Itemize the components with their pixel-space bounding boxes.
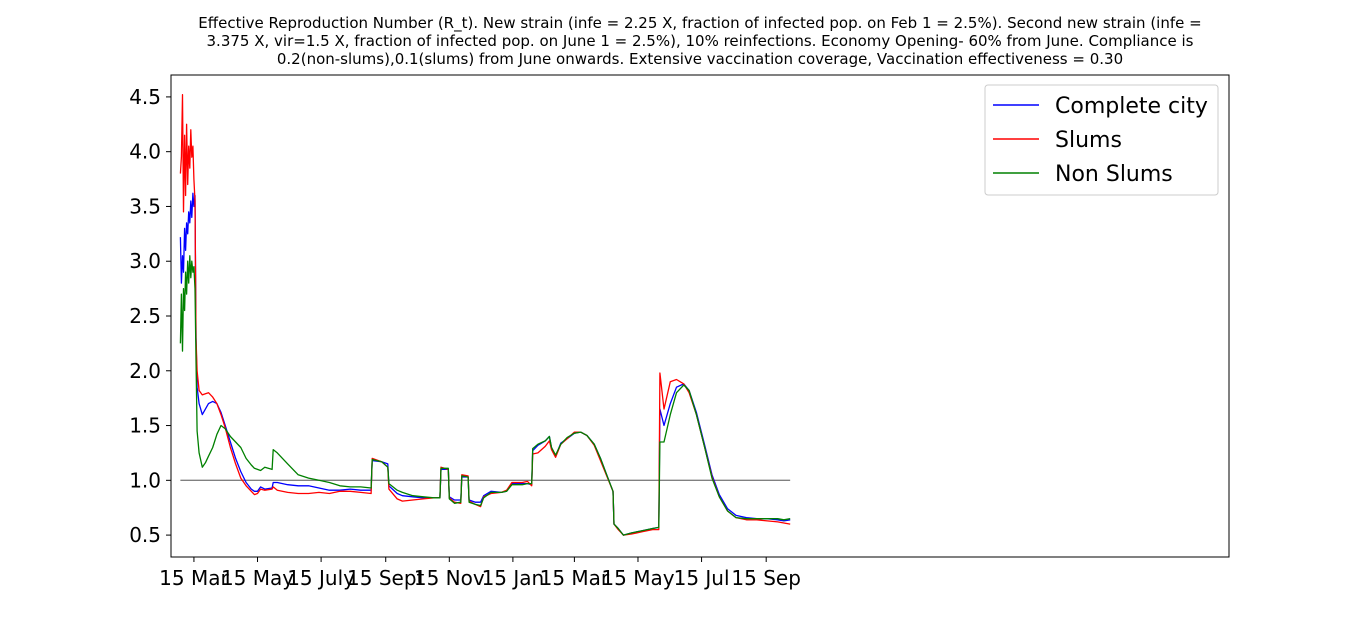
y-tick-label: 1.5 (129, 414, 161, 438)
y-tick-label: 2.0 (129, 359, 161, 383)
series-line-non-slums (180, 256, 790, 535)
y-tick-label: 0.5 (129, 523, 161, 547)
x-tick-label: 15 July (287, 566, 355, 590)
x-tick-label: 15 May (221, 566, 294, 590)
y-tick-label: 4.5 (129, 85, 161, 109)
x-tick-label: 15 Jul (674, 566, 730, 590)
y-tick-label: 1.0 (129, 468, 161, 492)
legend-label-non-slums: Non Slums (1055, 162, 1173, 187)
x-tick-label: 15 May (601, 566, 674, 590)
y-axis: 0.5 1.0 1.5 2.0 2.5 3.0 3.5 4.0 4.5 (129, 85, 171, 547)
x-tick-label: 15 Mar (540, 566, 610, 590)
series-line-complete-city (180, 193, 790, 535)
legend-label-complete-city: Complete city (1055, 94, 1208, 119)
x-tick-label: 15 Jan (482, 566, 545, 590)
y-tick-label: 4.0 (129, 140, 161, 164)
x-tick-label: 15 Sep (731, 566, 801, 590)
y-tick-label: 3.0 (129, 249, 161, 273)
x-tick-label: 15 Mar (159, 566, 229, 590)
legend: Complete city Slums Non Slums (985, 85, 1218, 195)
legend-label-slums: Slums (1055, 128, 1122, 153)
y-tick-label: 3.5 (129, 194, 161, 218)
y-tick-label: 2.5 (129, 304, 161, 328)
x-tick-label: 15 Nov (414, 566, 485, 590)
series-group (180, 95, 790, 535)
